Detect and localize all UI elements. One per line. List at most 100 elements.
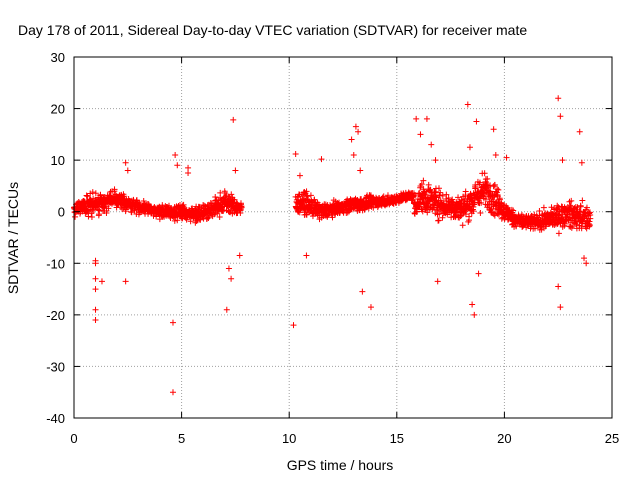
data-point	[581, 255, 588, 262]
data-point	[121, 193, 128, 200]
data-point	[470, 208, 477, 215]
data-point	[485, 202, 492, 209]
data-point	[169, 389, 176, 396]
data-point	[587, 215, 594, 222]
data-point	[473, 118, 480, 125]
data-point	[576, 128, 583, 135]
data-point	[482, 196, 489, 203]
data-point	[98, 278, 105, 285]
x-tick-label: 25	[605, 431, 619, 446]
y-tick-label: -10	[46, 256, 65, 271]
data-point	[435, 217, 442, 224]
data-point	[578, 159, 585, 166]
data-point	[491, 181, 498, 188]
data-point	[228, 275, 235, 282]
y-tick-label: 30	[51, 50, 65, 65]
data-point	[412, 192, 419, 199]
data-point	[303, 188, 310, 195]
data-point	[567, 202, 574, 209]
data-point	[471, 311, 478, 318]
data-point	[88, 213, 95, 220]
y-tick-label: 10	[51, 153, 65, 168]
data-point	[466, 213, 473, 220]
data-point	[172, 151, 179, 158]
data-point	[491, 192, 498, 199]
x-tick-label: 10	[282, 431, 296, 446]
data-point	[92, 306, 99, 313]
data-point	[92, 286, 99, 293]
data-point	[84, 193, 91, 200]
plot-frame	[73, 56, 613, 419]
data-point	[437, 189, 444, 196]
data-point	[124, 167, 131, 174]
data-point	[185, 164, 192, 171]
data-point	[445, 194, 452, 201]
data-point	[561, 220, 568, 227]
data-point	[89, 189, 96, 196]
data-point	[133, 197, 140, 204]
data-point	[180, 201, 187, 208]
data-point	[540, 204, 547, 211]
data-point	[92, 275, 99, 282]
x-tick-label: 15	[390, 431, 404, 446]
data-point	[217, 195, 224, 202]
data-point	[370, 204, 377, 211]
y-tick-label: 20	[51, 102, 65, 117]
data-point	[478, 199, 485, 206]
data-point	[466, 144, 473, 151]
data-point	[420, 177, 427, 184]
data-point	[92, 317, 99, 324]
data-points	[70, 95, 594, 396]
data-point	[577, 203, 584, 210]
data-point	[417, 131, 424, 138]
data-point	[95, 206, 102, 213]
data-point	[579, 197, 586, 204]
data-point	[230, 116, 237, 123]
x-axis-label: GPS time / hours	[287, 457, 394, 473]
data-point	[296, 172, 303, 179]
data-point	[314, 212, 321, 219]
y-tick-label: 0	[58, 205, 65, 220]
data-point	[413, 115, 420, 122]
data-point	[483, 181, 490, 188]
data-point	[329, 214, 336, 221]
data-point	[555, 230, 562, 237]
data-point	[576, 207, 583, 214]
data-point	[423, 115, 430, 122]
y-axis-label: SDTVAR / TECUs	[5, 182, 21, 294]
data-point	[357, 167, 364, 174]
data-point	[475, 270, 482, 277]
data-point	[434, 278, 441, 285]
data-point	[223, 306, 230, 313]
data-point	[495, 186, 502, 193]
data-point	[557, 304, 564, 311]
data-point	[367, 304, 374, 311]
data-point	[425, 181, 432, 188]
data-point	[101, 203, 108, 210]
data-point	[490, 126, 497, 133]
data-point	[492, 151, 499, 158]
data-point	[432, 157, 439, 164]
data-point	[557, 113, 564, 120]
data-point	[583, 260, 590, 267]
data-point	[225, 265, 232, 272]
data-point	[236, 252, 243, 259]
data-point	[477, 210, 484, 217]
data-point	[555, 95, 562, 102]
data-point	[432, 188, 439, 195]
data-point	[228, 191, 235, 198]
data-point	[303, 252, 310, 259]
data-point	[140, 198, 147, 204]
data-point	[83, 192, 90, 199]
chart-title: Day 178 of 2011, Sidereal Day-to-day VTE…	[18, 22, 527, 38]
data-point	[424, 209, 431, 216]
data-point	[481, 170, 488, 177]
data-point	[484, 175, 491, 182]
x-tick-label: 20	[497, 431, 511, 446]
data-point	[122, 206, 129, 213]
data-point	[586, 222, 593, 229]
data-point	[555, 283, 562, 290]
y-tick-label: -20	[46, 308, 65, 323]
data-point	[439, 192, 446, 199]
